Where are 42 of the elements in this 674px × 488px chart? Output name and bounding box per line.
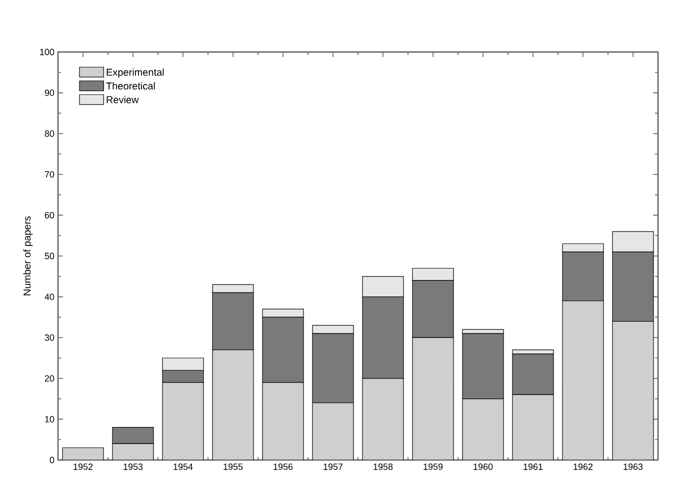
x-tick-label: 1955 — [224, 464, 243, 470]
y-axis-title: Number of papers — [23, 216, 33, 296]
bar — [112, 427, 154, 444]
x-tick-label: 1956 — [274, 464, 293, 470]
bar — [512, 354, 554, 396]
bar — [62, 448, 104, 460]
x-tick-label: 1958 — [374, 464, 393, 470]
bar — [412, 338, 454, 460]
x-tick-label: 1953 — [124, 464, 143, 470]
bar — [562, 300, 604, 460]
bar — [212, 350, 254, 460]
y-tick-label: 100 — [40, 48, 54, 56]
y-tick-label: 60 — [44, 212, 54, 218]
x-tick-label: 1959 — [424, 464, 443, 470]
x-tick-label: 1963 — [624, 464, 643, 470]
bar — [462, 333, 504, 400]
bar — [162, 382, 204, 460]
x-tick-label: 1954 — [174, 464, 193, 470]
bar — [512, 394, 554, 460]
y-tick-label: 40 — [44, 294, 54, 300]
bar — [112, 444, 154, 460]
legend-label: Theoretical — [106, 82, 155, 90]
y-tick-label: 70 — [44, 171, 54, 178]
bar — [262, 382, 304, 460]
bar — [362, 378, 404, 460]
x-tick-label: 1962 — [574, 464, 593, 470]
y-tick-label: 50 — [44, 252, 54, 260]
x-tick-label: 1952 — [74, 464, 93, 470]
y-tick-label: 0 — [50, 456, 54, 464]
bar — [612, 320, 654, 460]
x-tick-label: 1957 — [324, 464, 343, 470]
bar — [462, 398, 504, 460]
y-tick-label: 80 — [44, 130, 54, 137]
y-tick-label: 10 — [45, 416, 54, 422]
x-tick-label: 1960 — [474, 464, 493, 470]
y-tick-label: 30 — [44, 334, 54, 341]
bar — [312, 402, 354, 460]
x-tick-label: 1961 — [524, 464, 543, 470]
y-tick-label: 90 — [44, 90, 54, 96]
legend-label: Review — [106, 96, 139, 104]
legend-label: Experimental — [106, 68, 164, 78]
y-tick-label: 20 — [44, 375, 54, 382]
